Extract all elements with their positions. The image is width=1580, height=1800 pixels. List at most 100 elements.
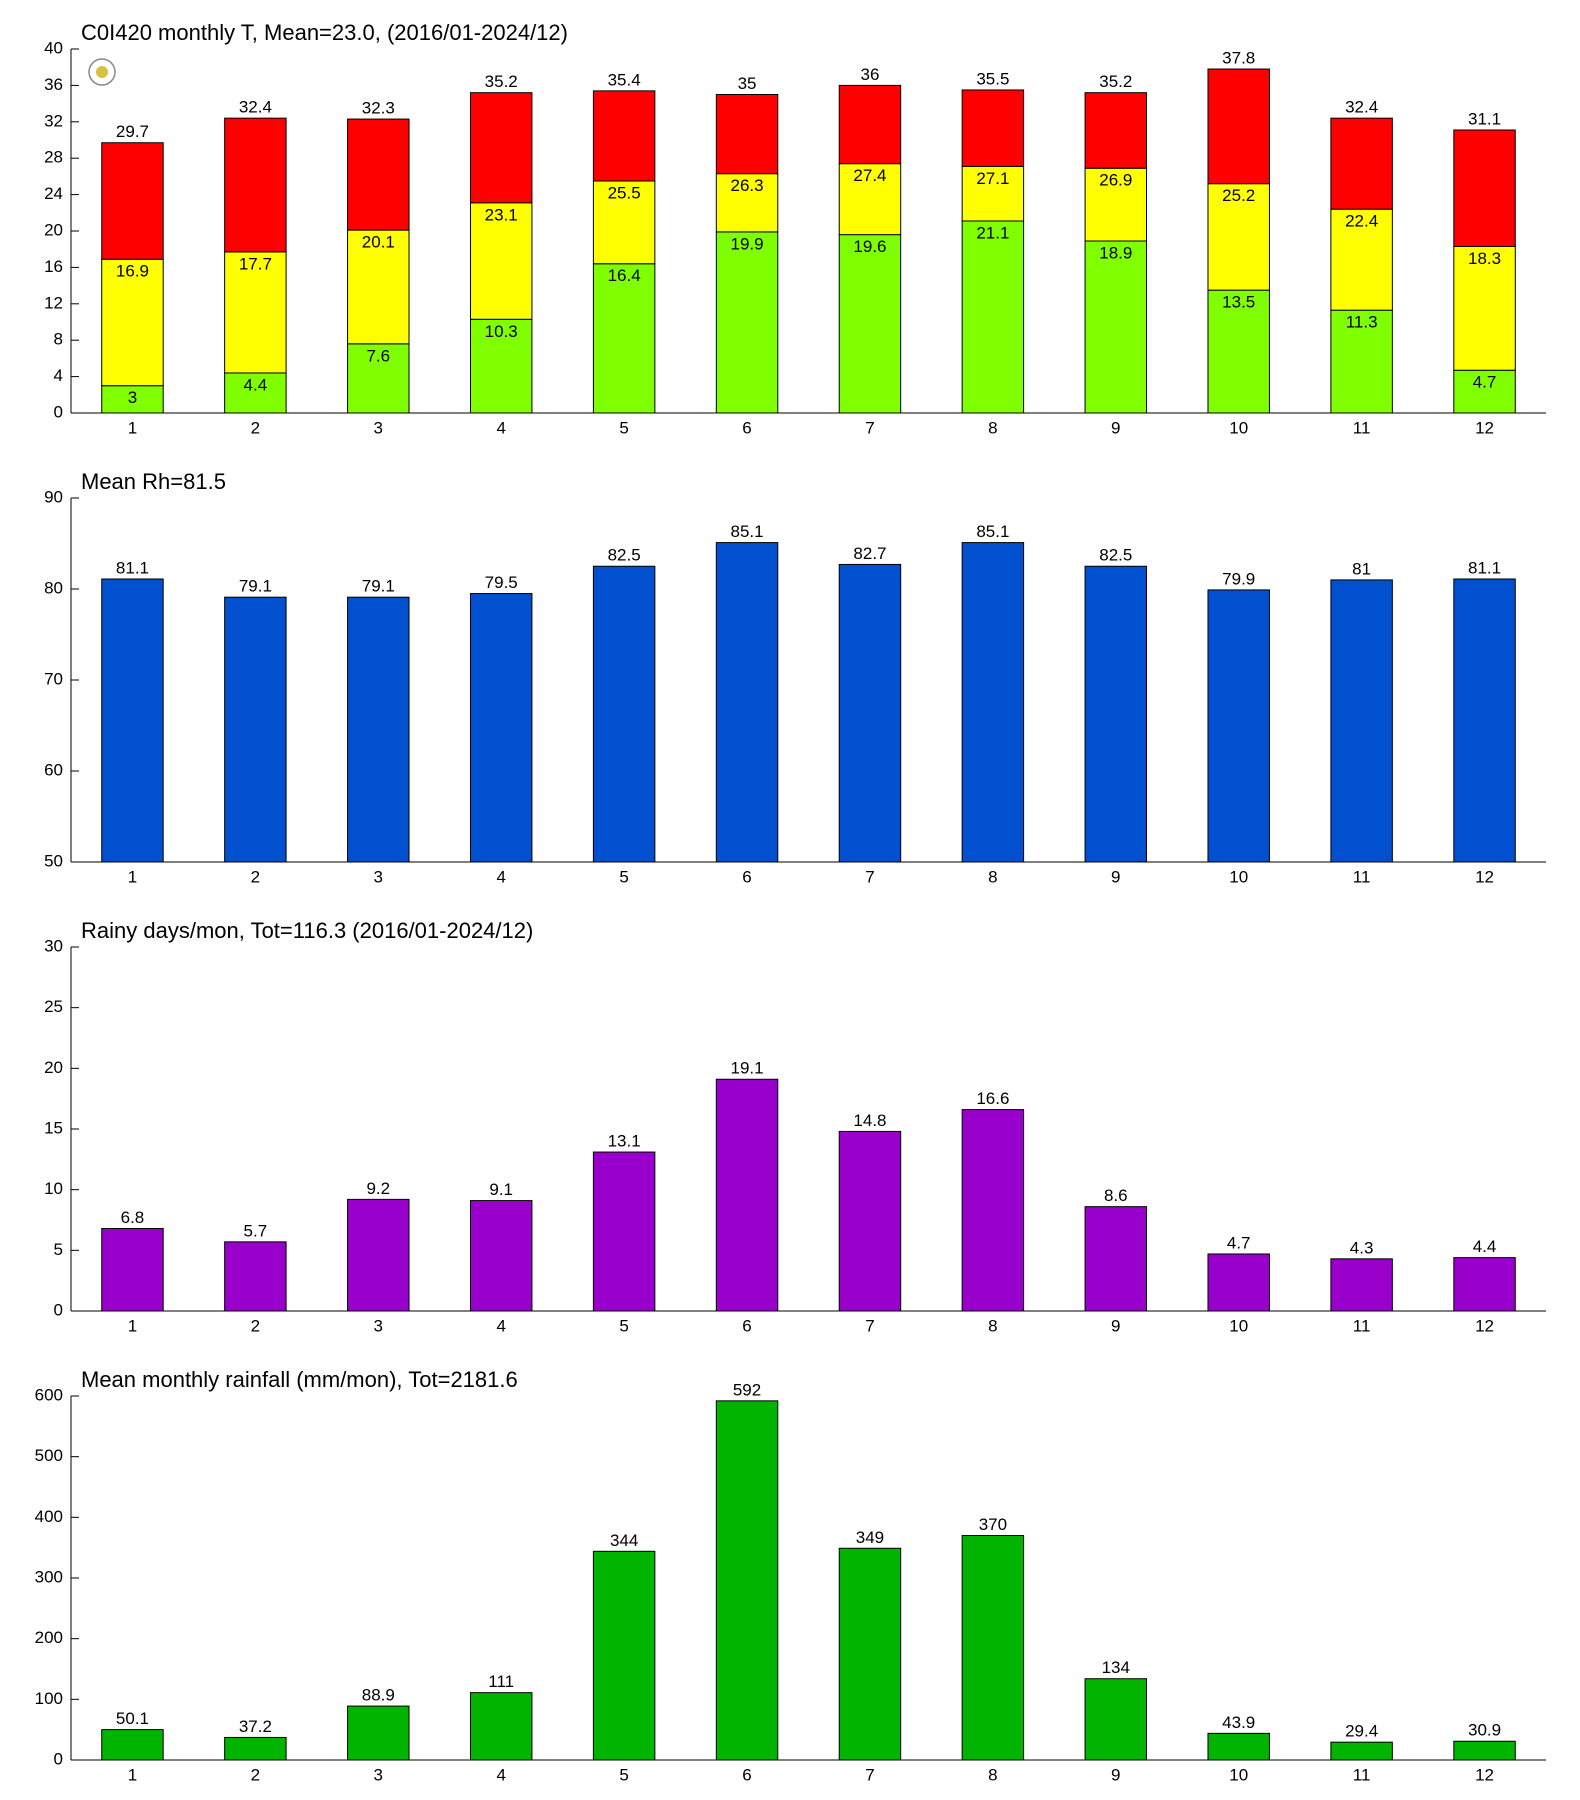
x-tick-label: 3 — [374, 1316, 383, 1335]
value-label: 13.5 — [1222, 293, 1255, 312]
y-tick-label: 50 — [44, 851, 63, 870]
x-tick-label: 10 — [1229, 1765, 1248, 1784]
value-label: 31.1 — [1468, 109, 1501, 128]
bar-segment — [469, 92, 533, 204]
bar — [1207, 1253, 1270, 1312]
x-tick-label: 8 — [988, 867, 997, 886]
bar-segment — [592, 90, 656, 182]
x-tick-label: 11 — [1353, 1765, 1371, 1784]
x-tick-label: 3 — [374, 867, 383, 886]
bar-segment — [1453, 245, 1516, 371]
bar-segment — [838, 163, 902, 236]
value-label: 10.3 — [485, 322, 518, 341]
bar — [961, 542, 1025, 863]
y-tick-label: 70 — [44, 669, 63, 688]
bar-segment — [1084, 92, 1148, 169]
value-label: 26.9 — [1099, 171, 1132, 190]
value-label: 349 — [856, 1528, 884, 1547]
logo-seal-center — [96, 66, 108, 78]
y-tick-label: 32 — [44, 111, 63, 130]
chart-title: Rainy days/mon, Tot=116.3 (2016/01-2024/… — [81, 918, 533, 943]
value-label: 85.1 — [730, 522, 763, 541]
x-tick-label: 4 — [496, 1765, 505, 1784]
bar — [469, 593, 533, 863]
x-tick-label: 5 — [619, 418, 628, 437]
chart-title: Mean Rh=81.5 — [81, 469, 226, 494]
value-label: 79.1 — [239, 577, 272, 596]
x-tick-label: 7 — [865, 1765, 874, 1784]
x-tick-label: 5 — [619, 867, 628, 886]
value-label: 35.2 — [485, 72, 518, 91]
bar-segment — [224, 251, 287, 374]
value-label: 9.1 — [489, 1180, 513, 1199]
value-label: 79.5 — [485, 573, 518, 592]
value-label: 32.3 — [362, 99, 395, 118]
y-tick-label: 0 — [54, 1749, 63, 1768]
value-label: 25.5 — [608, 183, 641, 202]
value-label: 82.5 — [1099, 546, 1132, 565]
bar-segment — [838, 84, 902, 165]
bar-segment — [961, 220, 1025, 414]
x-tick-label: 5 — [619, 1765, 628, 1784]
bar — [1084, 1678, 1148, 1761]
value-label: 23.1 — [485, 205, 518, 224]
bar — [1330, 1258, 1393, 1312]
y-tick-label: 24 — [44, 184, 63, 203]
value-label: 35.5 — [976, 69, 1009, 88]
bar-segment — [592, 180, 656, 265]
x-tick-label: 11 — [1353, 1316, 1371, 1335]
x-tick-label: 4 — [496, 867, 505, 886]
bar-segment — [1330, 309, 1393, 414]
y-tick-label: 20 — [44, 1058, 63, 1077]
bar — [1084, 1206, 1148, 1312]
value-label: 37.8 — [1222, 49, 1255, 68]
y-tick-label: 0 — [54, 402, 63, 421]
bar — [592, 1550, 656, 1761]
bar-segment — [715, 173, 779, 233]
x-tick-label: 1 — [128, 1316, 137, 1335]
bar-segment — [1330, 208, 1393, 311]
x-tick-label: 9 — [1111, 1316, 1120, 1335]
bar — [838, 1130, 902, 1312]
value-label: 32.4 — [1345, 98, 1378, 117]
x-tick-label: 10 — [1229, 418, 1248, 437]
bar — [469, 1200, 533, 1312]
bar — [1084, 565, 1148, 863]
value-label: 29.4 — [1345, 1722, 1378, 1741]
value-label: 81 — [1352, 559, 1371, 578]
value-label: 4.4 — [244, 375, 268, 394]
value-label: 370 — [979, 1515, 1007, 1534]
x-tick-label: 11 — [1353, 867, 1371, 886]
value-label: 26.3 — [730, 176, 763, 195]
y-tick-label: 500 — [35, 1446, 63, 1465]
x-tick-label: 2 — [251, 1765, 260, 1784]
bar — [347, 1198, 410, 1312]
bar-segment — [224, 372, 287, 414]
y-tick-label: 4 — [54, 366, 63, 385]
value-label: 50.1 — [116, 1709, 149, 1728]
bar — [469, 1692, 533, 1761]
chart-title: Mean monthly rainfall (mm/mon), Tot=2181… — [81, 1367, 518, 1392]
value-label: 4.7 — [1473, 373, 1497, 392]
y-tick-label: 8 — [54, 330, 63, 349]
bar-segment — [1084, 240, 1148, 414]
x-tick-label: 12 — [1475, 1316, 1494, 1335]
value-label: 4.7 — [1227, 1233, 1251, 1252]
x-tick-label: 6 — [742, 418, 751, 437]
y-tick-label: 200 — [35, 1628, 63, 1647]
value-label: 19.9 — [730, 234, 763, 253]
bar-segment — [347, 118, 410, 231]
bar-segment — [961, 165, 1025, 222]
bar — [1207, 589, 1270, 863]
x-tick-label: 8 — [988, 1316, 997, 1335]
y-tick-label: 80 — [44, 578, 63, 597]
value-label: 35.2 — [1099, 72, 1132, 91]
value-label: 79.1 — [362, 577, 395, 596]
value-label: 85.1 — [976, 522, 1009, 541]
value-label: 37.2 — [239, 1717, 272, 1736]
x-tick-label: 1 — [128, 1765, 137, 1784]
x-tick-label: 2 — [251, 867, 260, 886]
bar — [1453, 1740, 1516, 1761]
bar — [838, 1547, 902, 1761]
